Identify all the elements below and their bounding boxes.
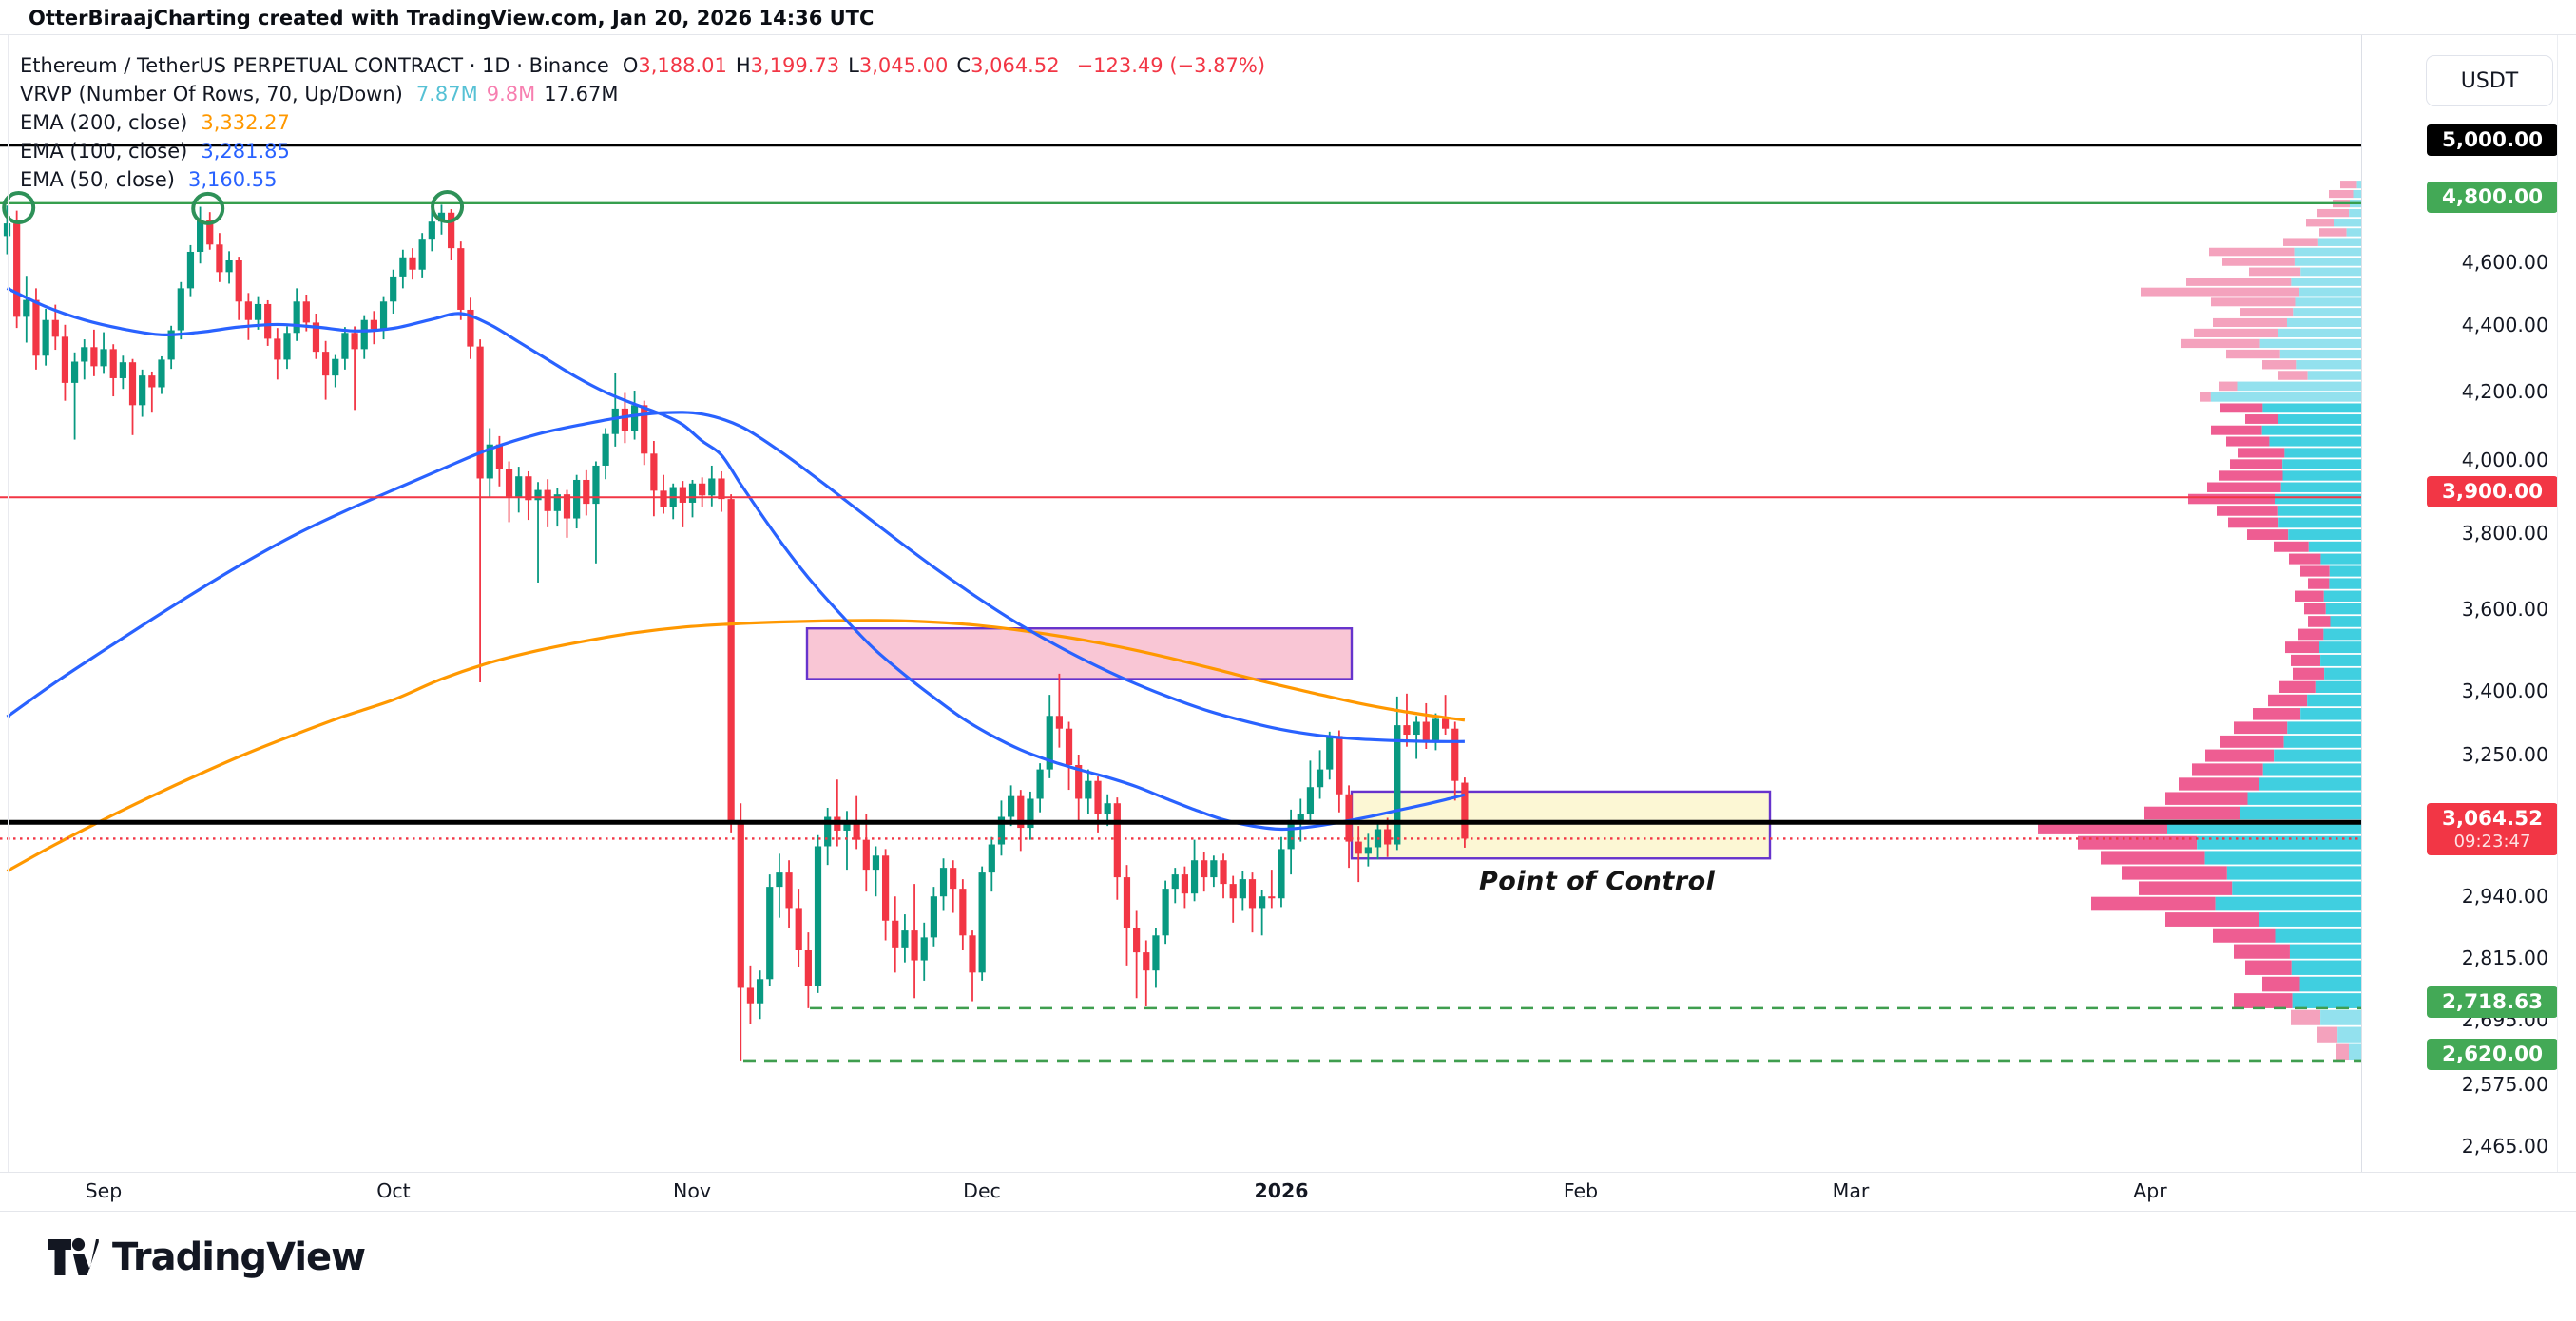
legend-symbol-row[interactable]: Ethereum / TetherUS PERPETUAL CONTRACT ·… xyxy=(20,51,1265,80)
time-axis-bottom-separator xyxy=(0,1211,2576,1212)
price-badge: 3,064.52 09:23:47 xyxy=(2427,803,2558,856)
vrvp-total-volume: 17.67M xyxy=(544,83,619,105)
swing-high-circles xyxy=(2,190,465,225)
point-of-control-annotation[interactable]: Point of Control xyxy=(1479,867,1716,896)
ohlc-values: O3,188.01 H3,199.73 L3,045.00 C3,064.52 xyxy=(622,54,1060,77)
time-tick-label: Apr xyxy=(2133,1179,2167,1202)
ema50-label: EMA (50, close) xyxy=(20,168,175,191)
legend-ema200-row[interactable]: EMA (200, close) 3,332.27 xyxy=(20,108,1265,137)
chart-legend: Ethereum / TetherUS PERPETUAL CONTRACT ·… xyxy=(20,51,1265,194)
price-tick-label: 2,815.00 xyxy=(2461,946,2548,969)
time-tick-label: Sep xyxy=(85,1179,123,1202)
tradingview-wordmark: TradingView xyxy=(112,1235,366,1279)
legend-vrvp-row[interactable]: VRVP (Number Of Rows, 70, Up/Down) 7.87M… xyxy=(20,80,1265,108)
time-tick-label: Nov xyxy=(672,1179,711,1202)
price-badge: 4,800.00 xyxy=(2427,182,2558,214)
time-tick-label: Oct xyxy=(376,1179,411,1202)
price-tick-label: 2,575.00 xyxy=(2461,1072,2548,1096)
ema200-value: 3,332.27 xyxy=(201,111,290,134)
price-tick-label: 2,940.00 xyxy=(2461,885,2548,909)
ema200-label: EMA (200, close) xyxy=(20,111,188,134)
vrvp-down-volume: 9.8M xyxy=(486,83,536,105)
price-tick-label: 4,200.00 xyxy=(2461,379,2548,403)
time-tick-label: 2026 xyxy=(1254,1179,1309,1202)
vrvp-label: VRVP (Number Of Rows, 70, Up/Down) xyxy=(20,83,403,105)
ema100-value: 3,281.85 xyxy=(201,140,290,163)
time-tick-label: Dec xyxy=(963,1179,1001,1202)
vrvp-up-volume: 7.87M xyxy=(415,83,478,105)
change-value: −123.49 (−3.87%) xyxy=(1076,54,1266,77)
top-separator xyxy=(0,34,2576,35)
price-axis-edge-line xyxy=(2557,35,2558,1172)
price-tick-label: 2,465.00 xyxy=(2461,1134,2548,1158)
tradingview-mark-icon xyxy=(48,1237,99,1275)
price-badge: 2,620.00 xyxy=(2427,1039,2558,1071)
candles xyxy=(3,204,1469,1061)
time-axis-top-separator xyxy=(0,1172,2576,1173)
tradingview-logo[interactable]: TradingView xyxy=(48,1234,366,1281)
ema50-value: 3,160.55 xyxy=(187,168,278,191)
price-badge: 2,718.63 xyxy=(2427,986,2558,1019)
volume-profile xyxy=(2038,181,2361,1061)
price-tick-label: 4,000.00 xyxy=(2461,449,2548,472)
currency-toggle-button[interactable]: USDT xyxy=(2426,55,2553,106)
copyright-text: OtterBiraajCharting created with Trading… xyxy=(29,7,875,29)
price-axis[interactable]: 4,600.00 4,400.00 4,200.00 4,000.00 3,800.00… xyxy=(2361,35,2576,1172)
level-lines xyxy=(0,144,2576,1063)
price-badge: 3,900.00 xyxy=(2427,475,2558,507)
ema200-line[interactable] xyxy=(6,619,1466,873)
price-tick-label: 3,800.00 xyxy=(2461,521,2548,545)
legend-ema50-row[interactable]: EMA (50, close) 3,160.55 xyxy=(20,165,1265,194)
ema50-line[interactable] xyxy=(6,286,1466,832)
price-tick-label: 3,600.00 xyxy=(2461,598,2548,622)
time-tick-label: Feb xyxy=(1563,1179,1599,1202)
price-tick-label: 4,400.00 xyxy=(2461,314,2548,337)
ema100-line[interactable] xyxy=(6,411,1465,743)
time-axis[interactable]: Sep Oct Nov Dec 2026 Feb Mar Apr xyxy=(0,1173,2361,1211)
ema100-label: EMA (100, close) xyxy=(20,140,188,163)
price-tick-label: 3,250.00 xyxy=(2461,742,2548,766)
pane-left-border xyxy=(8,35,9,1172)
symbol-title: Ethereum / TetherUS PERPETUAL CONTRACT ·… xyxy=(20,54,609,77)
price-badge: 5,000.00 xyxy=(2427,124,2558,156)
legend-ema100-row[interactable]: EMA (100, close) 3,281.85 xyxy=(20,137,1265,165)
price-tick-label: 3,400.00 xyxy=(2461,679,2548,702)
time-tick-label: Mar xyxy=(1832,1179,1870,1202)
price-tick-label: 4,600.00 xyxy=(2461,251,2548,275)
